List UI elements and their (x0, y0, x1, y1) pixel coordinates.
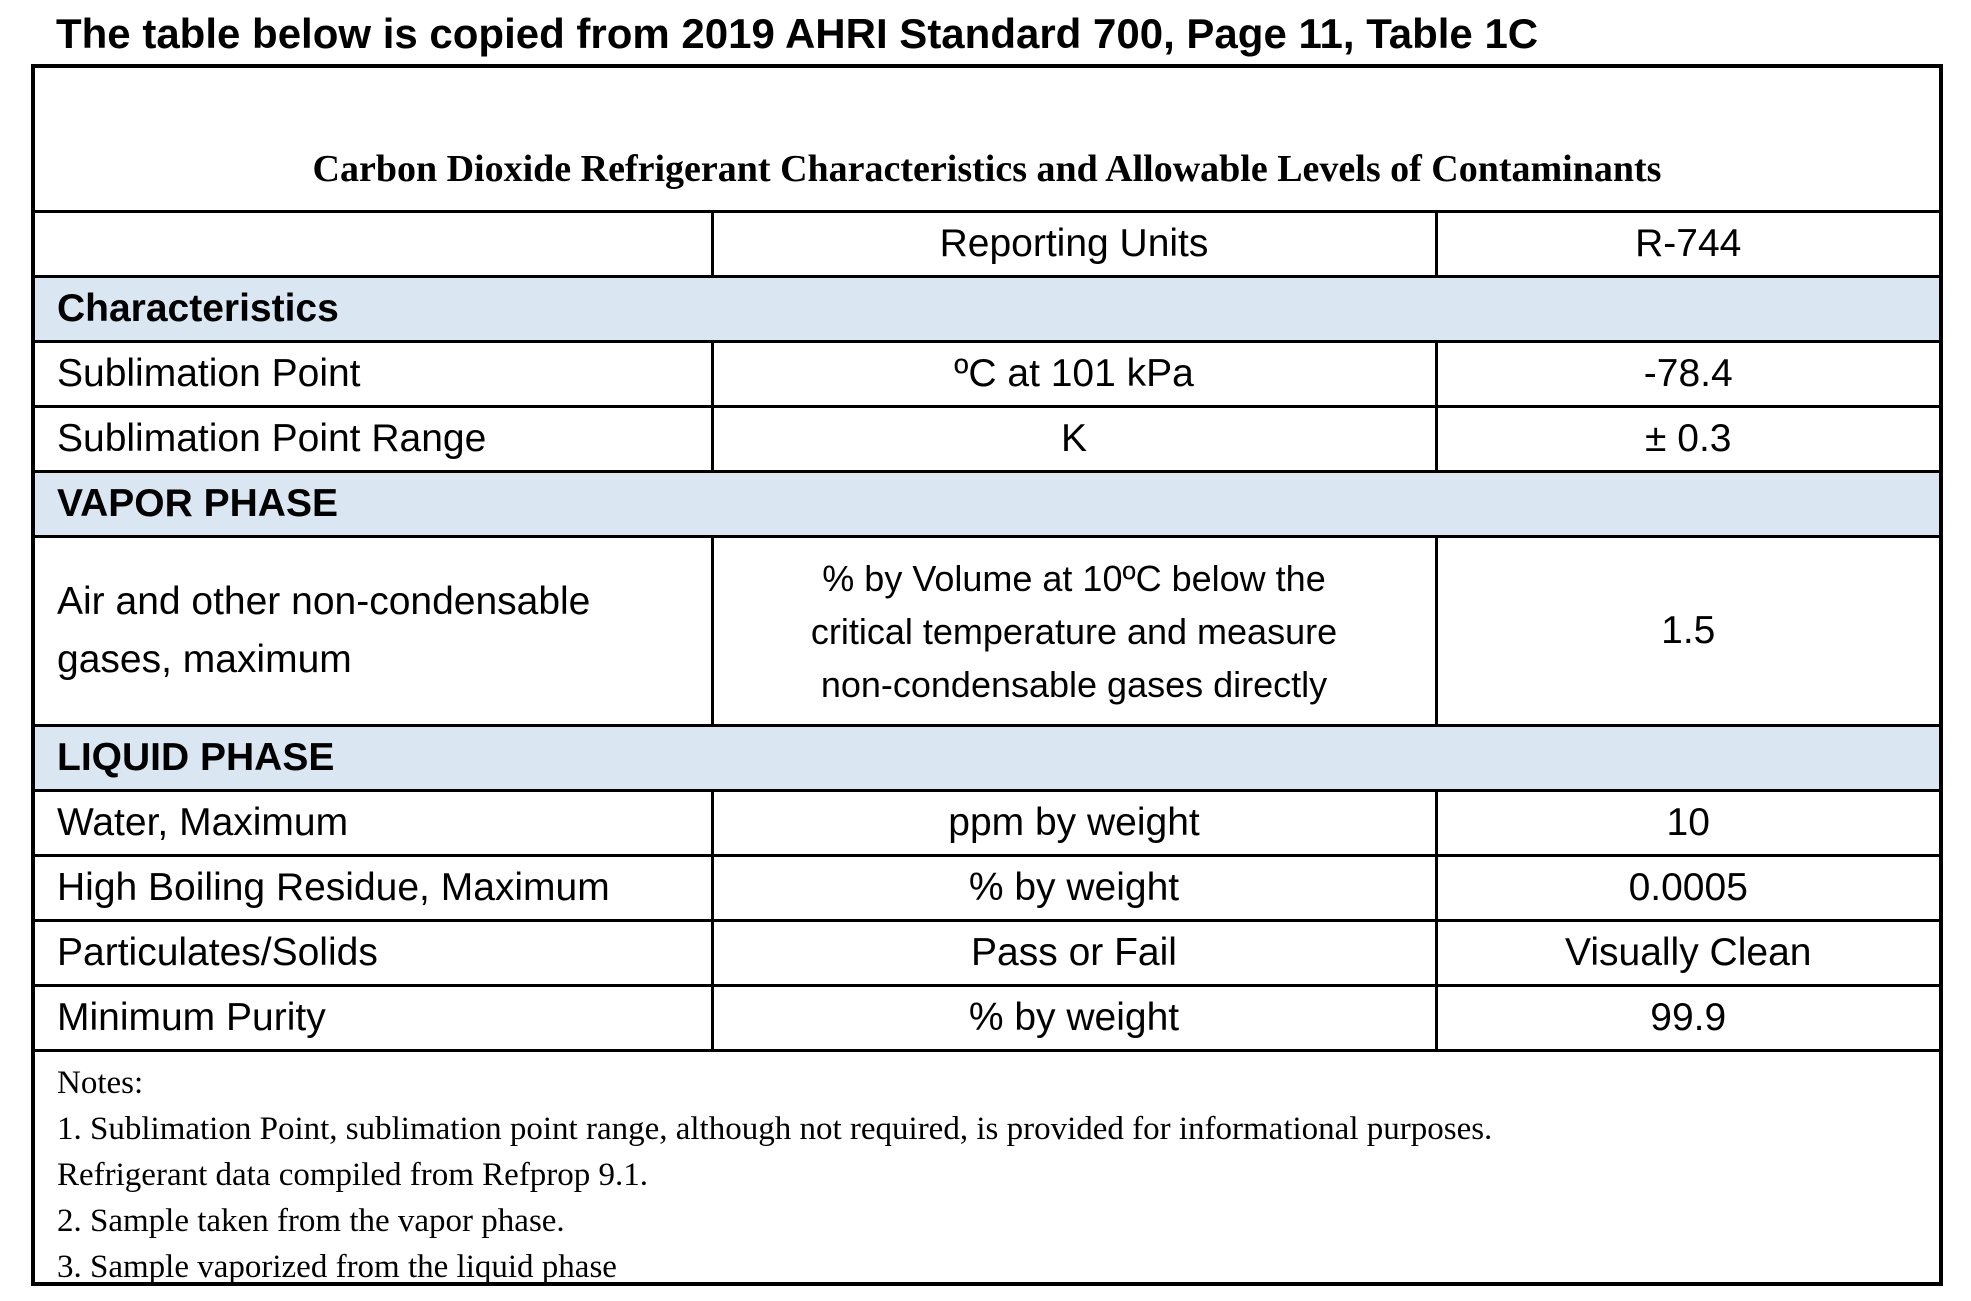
property-cell: Sublimation Point Range (35, 405, 714, 473)
value-cell: 0.0005 (1434, 854, 1939, 922)
value-cell: 1.5 (1434, 535, 1939, 727)
units-cell: K (710, 405, 1438, 473)
units-line: % by Volume at 10ºC below the (822, 557, 1326, 599)
units-line: critical temperature and measure (810, 610, 1338, 652)
units-cell: % by weight (710, 854, 1438, 922)
section-label: LIQUID PHASE (35, 724, 1939, 792)
property-cell: Sublimation Point (35, 340, 714, 408)
table-title-row: Carbon Dioxide Refrigerant Characteristi… (35, 68, 1939, 213)
property-line: gases, maximum (57, 638, 352, 681)
header-property (35, 210, 714, 278)
value-cell: Visually Clean (1434, 919, 1939, 987)
units-cell: ºC at 101 kPa (710, 340, 1438, 408)
table-row: Air and other non-condensable gases, max… (35, 535, 1939, 727)
property-cell: High Boiling Residue, Maximum (35, 854, 714, 922)
notes-heading: Notes: (57, 1065, 144, 1101)
property-cell: Water, Maximum (35, 789, 714, 857)
property-cell: Air and other non-condensable gases, max… (35, 535, 714, 727)
section-label: VAPOR PHASE (35, 470, 1939, 538)
table-title: Carbon Dioxide Refrigerant Characteristi… (35, 68, 1939, 213)
table-row: Sublimation Point ºC at 101 kPa -78.4 (35, 340, 1939, 408)
units-cell: % by Volume at 10ºC below the critical t… (710, 535, 1438, 727)
table-row: Water, Maximum ppm by weight 10 (35, 789, 1939, 857)
contaminants-table-frame: Carbon Dioxide Refrigerant Characteristi… (31, 64, 1943, 1290)
note-line: Refrigerant data compiled from Refprop 9… (57, 1157, 649, 1193)
units-cell: % by weight (710, 984, 1438, 1052)
notes-row: Notes: 1. Sublimation Point, sublimation… (35, 1049, 1939, 1290)
column-header-row: Reporting Units R-744 (35, 210, 1939, 278)
value-cell: 10 (1434, 789, 1939, 857)
units-cell: Pass or Fail (710, 919, 1438, 987)
header-reporting-units: Reporting Units (710, 210, 1438, 278)
property-cell: Particulates/Solids (35, 919, 714, 987)
table-row: Sublimation Point Range K ± 0.3 (35, 405, 1939, 473)
value-cell: 99.9 (1434, 984, 1939, 1052)
header-r744: R-744 (1434, 210, 1939, 278)
property-cell: Minimum Purity (35, 984, 714, 1052)
page-heading: The table below is copied from 2019 AHRI… (56, 10, 1539, 57)
value-cell: ± 0.3 (1434, 405, 1939, 473)
note-line: 1. Sublimation Point, sublimation point … (57, 1111, 1493, 1147)
units-line: non-condensable gases directly (820, 663, 1328, 705)
table-row: Minimum Purity % by weight 99.9 (35, 984, 1939, 1052)
section-label: Characteristics (35, 275, 1939, 343)
note-line: 3. Sample vaporized from the liquid phas… (57, 1249, 617, 1285)
notes-block: Notes: 1. Sublimation Point, sublimation… (35, 1049, 1939, 1290)
property-line: Air and other non-condensable (57, 580, 591, 623)
units-cell: ppm by weight (710, 789, 1438, 857)
table-row: Particulates/Solids Pass or Fail Visuall… (35, 919, 1939, 987)
value-cell: -78.4 (1434, 340, 1939, 408)
contaminants-table: Carbon Dioxide Refrigerant Characteristi… (35, 68, 1939, 1290)
section-row-characteristics: Characteristics (35, 275, 1939, 343)
table-row: High Boiling Residue, Maximum % by weigh… (35, 854, 1939, 922)
note-line: 2. Sample taken from the vapor phase. (57, 1203, 565, 1239)
section-row-vapor-phase: VAPOR PHASE (35, 470, 1939, 538)
section-row-liquid-phase: LIQUID PHASE (35, 724, 1939, 792)
